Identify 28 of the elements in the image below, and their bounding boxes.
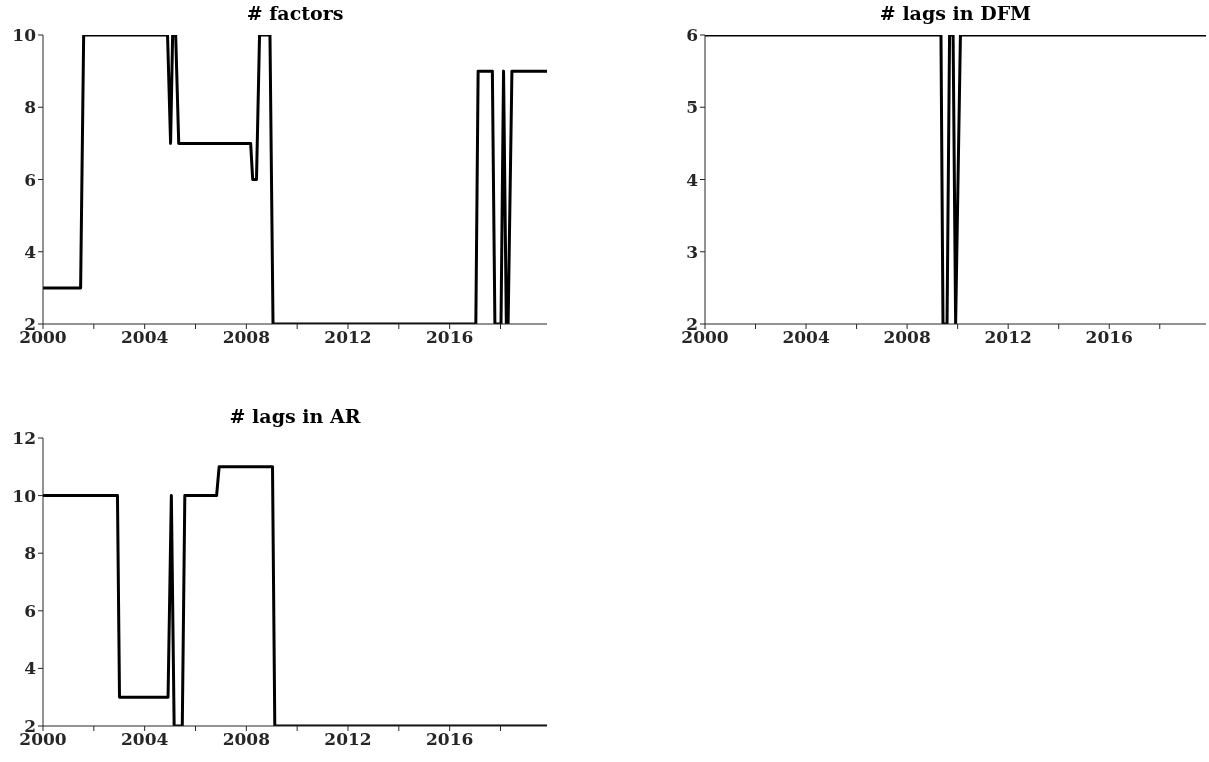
y-tick-label: 6 xyxy=(24,169,36,190)
y-tick-label: 6 xyxy=(24,600,36,621)
x-tick-label: 2008 xyxy=(222,327,270,348)
y-tick-label: 12 xyxy=(12,428,36,449)
y-tick-label: 4 xyxy=(686,169,699,190)
x-tick-label: 2016 xyxy=(425,729,474,750)
x-tick-label: 2008 xyxy=(222,729,270,750)
y-tick-label: 4 xyxy=(24,658,37,679)
x-tick-label: 2016 xyxy=(1085,327,1133,348)
y-tick-label: 4 xyxy=(24,241,37,262)
x-tick-label: 2016 xyxy=(425,327,474,348)
y-tick-label: 10 xyxy=(12,25,37,46)
chart-title: # lags in DFM xyxy=(878,2,1033,24)
chart-title: # factors xyxy=(245,2,345,24)
chart-title: # lags in AR xyxy=(228,405,362,427)
x-tick-label: 2012 xyxy=(324,327,372,348)
x-tick-label: 2008 xyxy=(883,327,931,348)
y-tick-label: 6 xyxy=(686,25,698,46)
x-tick-label: 2012 xyxy=(324,729,372,750)
y-tick-label: 5 xyxy=(686,97,698,118)
x-tick-label: 2004 xyxy=(121,729,169,750)
y-tick-label: 8 xyxy=(24,97,36,118)
x-tick-label: 2004 xyxy=(121,327,169,348)
y-tick-label: 8 xyxy=(24,543,36,564)
x-tick-label: 2004 xyxy=(782,327,830,348)
y-tick-label: 10 xyxy=(12,485,37,506)
x-tick-label: 2012 xyxy=(984,327,1032,348)
y-tick-label: 3 xyxy=(686,241,698,262)
